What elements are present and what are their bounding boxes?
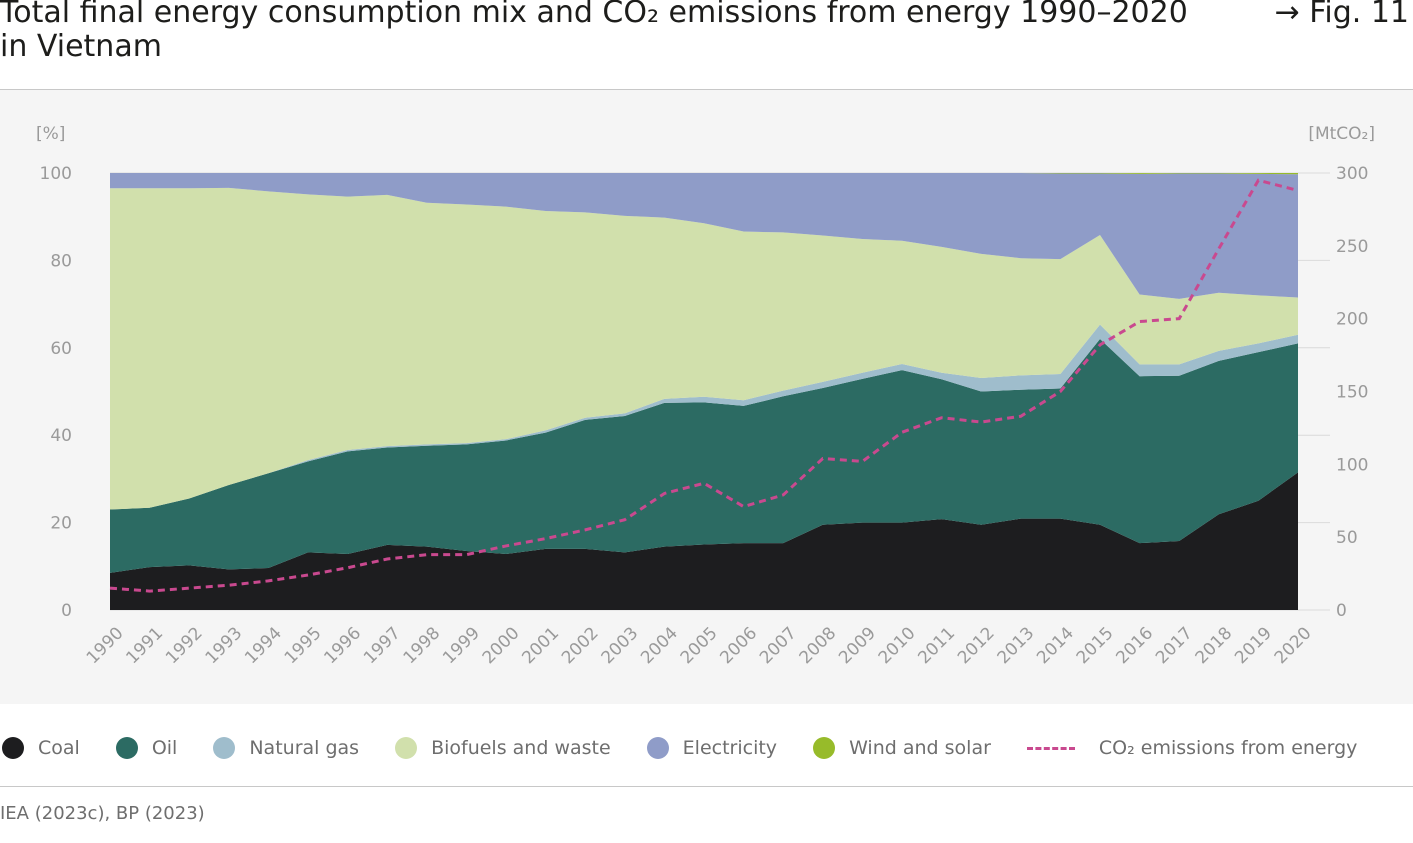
left-tick-label: 40 [50,426,72,446]
legend-swatch [213,737,236,759]
legend-label: Electricity [682,737,778,759]
x-tick-label: 2000 [479,623,524,668]
legend-item: Electricity [646,737,778,759]
chart-area: 0 20 40 60 80 100 0 50 100 150 200 250 300 19901991… [36,124,1375,668]
legend-item: Natural gas [213,737,359,759]
x-tick-label: 1991 [122,623,167,668]
area-electricity [110,173,1298,299]
legend-item: Coal [2,737,80,759]
right-tick-label: 250 [1336,237,1368,257]
x-tick-label: 2017 [1152,623,1197,668]
left-tick-label: 100 [40,164,72,184]
figure-reference: → Fig. 11 [1274,0,1409,30]
x-tick-label: 1993 [202,623,247,668]
x-tick-label: 1996 [320,623,365,668]
legend-swatch [646,737,669,759]
source-note: IEA (2023c), BP (2023) [0,803,205,824]
x-tick-label: 1999 [439,623,484,668]
legend-label: Wind and solar [849,737,991,759]
x-tick-label: 2004 [637,623,682,668]
right-tick-label: 300 [1336,164,1368,184]
x-tick-label: 2005 [677,623,722,668]
legend: Coal Oil Natural gas Biofuels and waste Elec… [0,730,1413,766]
area-biofuels-and-waste [110,187,1298,510]
right-tick-label: 100 [1336,455,1368,475]
legend-label: Coal [38,737,80,759]
x-tick-label: 1990 [83,623,128,668]
x-tick-label: 2018 [1192,623,1237,668]
left-axis-ticks: 0 20 40 60 80 100 [40,164,72,621]
area-oil [110,339,1298,573]
x-tick-label: 2007 [756,623,801,668]
right-tick-label: 50 [1336,528,1358,548]
x-tick-label: 2020 [1271,623,1316,668]
x-tick-label: 1994 [241,623,286,668]
x-tick-label: 2014 [1033,623,1078,668]
x-tick-label: 2006 [716,623,761,668]
legend-swatch [813,737,836,759]
x-tick-label: 2008 [796,623,841,668]
x-tick-label: 2019 [1231,623,1276,668]
legend-label: CO₂ emissions from energy [1098,737,1358,759]
legend-label: Oil [151,737,178,759]
right-axis-unit: [MtCO₂] [1308,124,1375,144]
left-tick-label: 20 [50,514,72,534]
legend-swatch [115,737,138,759]
legend-item: Wind and solar [813,737,991,759]
x-tick-label: 2012 [954,623,999,668]
x-tick-label: 2013 [994,623,1039,668]
emission-line [109,178,1299,593]
legend-item: CO₂ emissions from energy [1026,737,1358,759]
co2-emissions-line [109,178,1299,593]
x-tick-label: 2015 [1073,623,1118,668]
x-tick-label: 2003 [598,623,643,668]
legend-label: Biofuels and waste [431,737,611,759]
area-coal [110,472,1298,610]
right-tick-label: 0 [1336,601,1347,621]
area-wind-and-solar [110,173,1298,175]
x-tick-label: 1995 [281,623,326,668]
right-axis-ticks: 0 50 100 150 200 250 300 [1336,164,1368,621]
left-tick-label: 60 [50,339,72,359]
x-axis-ticks: 1990199119921993199419951996199719981999… [83,623,1316,668]
legend-swatch [1026,746,1075,750]
left-axis-unit: [%] [36,124,65,144]
legend-swatch [395,737,418,759]
x-tick-label: 1997 [360,623,405,668]
x-tick-label: 2011 [914,623,959,668]
right-tick-label: 150 [1336,383,1368,403]
x-tick-label: 1992 [162,623,207,668]
left-tick-label: 80 [50,251,72,271]
x-tick-label: 2010 [875,623,920,668]
left-tick-label: 0 [61,601,72,621]
bottom-divider [0,786,1413,787]
legend-label: Natural gas [249,737,360,759]
legend-item: Biofuels and waste [395,737,611,759]
x-tick-label: 1998 [400,623,445,668]
right-tick-label: 200 [1336,310,1368,330]
legend-item: Oil [115,737,178,759]
x-tick-label: 2016 [1112,623,1157,668]
x-tick-label: 2002 [558,623,603,668]
stacked-areas [110,173,1298,610]
chart-title: Total final energy consumption mix and C… [0,0,1188,64]
top-divider [0,89,1413,90]
x-tick-label: 2001 [518,623,563,668]
legend-swatch [2,737,24,759]
x-tick-label: 2009 [835,623,880,668]
